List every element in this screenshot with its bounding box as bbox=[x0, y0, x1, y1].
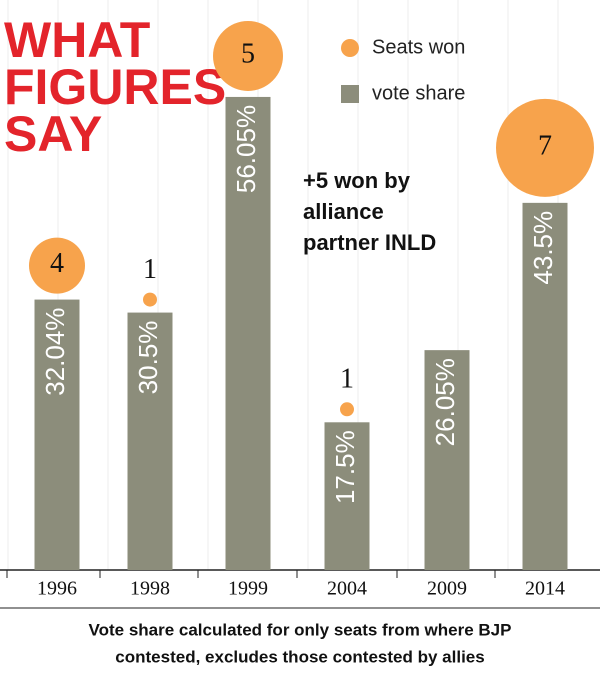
title: WHAT bbox=[4, 12, 150, 68]
bar bbox=[34, 299, 80, 570]
bar bbox=[522, 202, 568, 571]
x-tick-label: 1999 bbox=[228, 578, 268, 600]
bar bbox=[225, 96, 271, 571]
bar bbox=[127, 312, 173, 570]
seat-bubble bbox=[340, 402, 354, 417]
seat-label: 5 bbox=[241, 38, 255, 69]
footnote: Vote share calculated for only seats fro… bbox=[89, 620, 512, 639]
title: SAY bbox=[4, 106, 102, 162]
seat-label: 7 bbox=[538, 130, 552, 161]
x-tick-label: 1996 bbox=[37, 578, 77, 600]
x-tick-label: 2004 bbox=[327, 578, 367, 600]
title: FIGURES bbox=[4, 59, 226, 115]
seat-bubble bbox=[143, 292, 157, 307]
bar bbox=[324, 422, 370, 570]
legend-label: vote share bbox=[372, 82, 465, 104]
legend-label: Seats won bbox=[372, 36, 465, 58]
bar bbox=[424, 350, 470, 570]
x-tick-label: 1998 bbox=[130, 578, 170, 600]
annotation: alliance bbox=[303, 199, 384, 224]
value-label: 30.5% bbox=[133, 321, 163, 395]
seat-bubble bbox=[496, 98, 594, 197]
seat-label: 1 bbox=[143, 254, 157, 285]
value-label: 56.05% bbox=[231, 105, 261, 193]
value-label: 32.04% bbox=[40, 308, 70, 396]
legend-marker bbox=[341, 85, 359, 103]
annotation: +5 won by bbox=[303, 168, 411, 193]
x-tick-label: 2014 bbox=[525, 578, 565, 600]
seat-label: 1 bbox=[340, 364, 354, 395]
annotation: partner INLD bbox=[303, 230, 436, 255]
value-label: 26.05% bbox=[430, 358, 460, 446]
legend-marker bbox=[341, 39, 359, 57]
footnote: contested, excludes those contested by a… bbox=[115, 647, 484, 666]
seat-bubble bbox=[29, 237, 85, 294]
value-label: 17.5% bbox=[330, 430, 360, 504]
seat-label: 4 bbox=[50, 248, 64, 279]
value-label: 43.5% bbox=[528, 211, 558, 285]
x-tick-label: 2009 bbox=[427, 578, 467, 600]
seat-bubble bbox=[213, 20, 283, 91]
